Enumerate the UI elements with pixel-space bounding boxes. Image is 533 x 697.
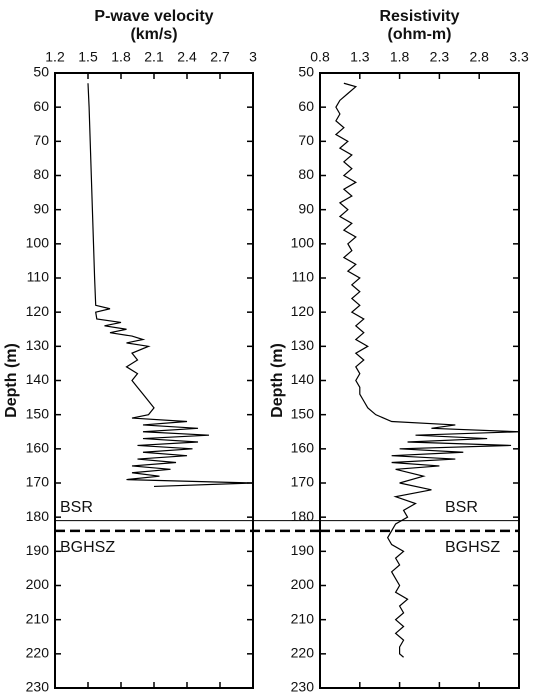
y-tick-label: 190 xyxy=(291,542,315,558)
x-tick-label: 1.2 xyxy=(45,49,65,65)
y-tick-label: 170 xyxy=(291,474,315,490)
horizon-label: BSR xyxy=(60,499,93,516)
horizon-label: BSR xyxy=(445,499,478,516)
plot-frame xyxy=(319,72,520,689)
y-tick-label: 50 xyxy=(33,64,49,80)
plot-frame xyxy=(54,72,254,689)
y-tick-label: 160 xyxy=(291,440,315,456)
x-tick-label: 2.7 xyxy=(210,49,230,65)
y-tick-label: 150 xyxy=(26,405,50,421)
y-tick-label: 90 xyxy=(33,200,49,216)
y-tick-label: 200 xyxy=(291,576,315,592)
y-tick-label: 180 xyxy=(26,508,50,524)
log-trace xyxy=(87,83,254,488)
y-tick-label: 140 xyxy=(291,371,315,387)
y-tick-label: 190 xyxy=(26,542,50,558)
y-tick-label: 70 xyxy=(298,132,314,148)
x-tick-label: 0.8 xyxy=(310,49,330,65)
y-tick-label: 180 xyxy=(291,508,315,524)
y-tick-label: 50 xyxy=(298,64,314,80)
horizon-label: BGHSZ xyxy=(445,539,500,556)
y-tick-label: 100 xyxy=(26,235,50,251)
panel-title: Resistivity xyxy=(379,8,459,25)
x-tick-label: 3.3 xyxy=(509,49,529,65)
y-tick-label: 160 xyxy=(26,440,50,456)
y-tick-label: 110 xyxy=(292,269,315,285)
y-tick-label: 230 xyxy=(291,679,315,695)
x-tick-label: 2.4 xyxy=(177,49,197,65)
y-tick-label: 140 xyxy=(26,371,50,387)
y-tick-label: 120 xyxy=(26,303,50,319)
y-tick-label: 220 xyxy=(26,645,50,661)
log-trace xyxy=(334,82,520,658)
y-tick-label: 170 xyxy=(26,474,50,490)
x-tick-label: 2.3 xyxy=(430,49,450,65)
panel-units: (ohm-m) xyxy=(388,26,452,43)
y-tick-label: 120 xyxy=(291,303,315,319)
x-tick-label: 1.8 xyxy=(111,49,131,65)
x-tick-label: 1.8 xyxy=(390,49,410,65)
y-tick-label: 70 xyxy=(33,132,49,148)
y-tick-label: 220 xyxy=(291,645,315,661)
y-tick-label: 150 xyxy=(291,405,315,421)
y-axis-label: Depth (m) xyxy=(269,343,286,418)
y-tick-label: 210 xyxy=(26,610,50,626)
y-tick-label: 200 xyxy=(26,576,50,592)
x-tick-label: 1.3 xyxy=(350,49,370,65)
y-tick-label: 230 xyxy=(26,679,50,695)
y-tick-label: 110 xyxy=(27,269,50,285)
y-tick-label: 130 xyxy=(26,337,50,353)
y-tick-label: 100 xyxy=(291,235,315,251)
panel-title: P-wave velocity xyxy=(94,8,213,25)
x-tick-label: 3 xyxy=(249,49,257,65)
x-tick-label: 2.8 xyxy=(469,49,489,65)
y-axis-label: Depth (m) xyxy=(3,343,20,418)
x-tick-label: 1.5 xyxy=(78,49,98,65)
horizon-label: BGHSZ xyxy=(60,539,115,556)
y-tick-label: 60 xyxy=(298,98,314,114)
y-tick-label: 210 xyxy=(291,610,315,626)
y-tick-label: 60 xyxy=(33,98,49,114)
x-tick-label: 2.1 xyxy=(144,49,164,65)
panel-units: (km/s) xyxy=(130,26,177,43)
y-tick-label: 80 xyxy=(298,166,314,182)
y-tick-label: 80 xyxy=(33,166,49,182)
y-tick-label: 90 xyxy=(298,200,314,216)
y-tick-label: 130 xyxy=(291,337,315,353)
